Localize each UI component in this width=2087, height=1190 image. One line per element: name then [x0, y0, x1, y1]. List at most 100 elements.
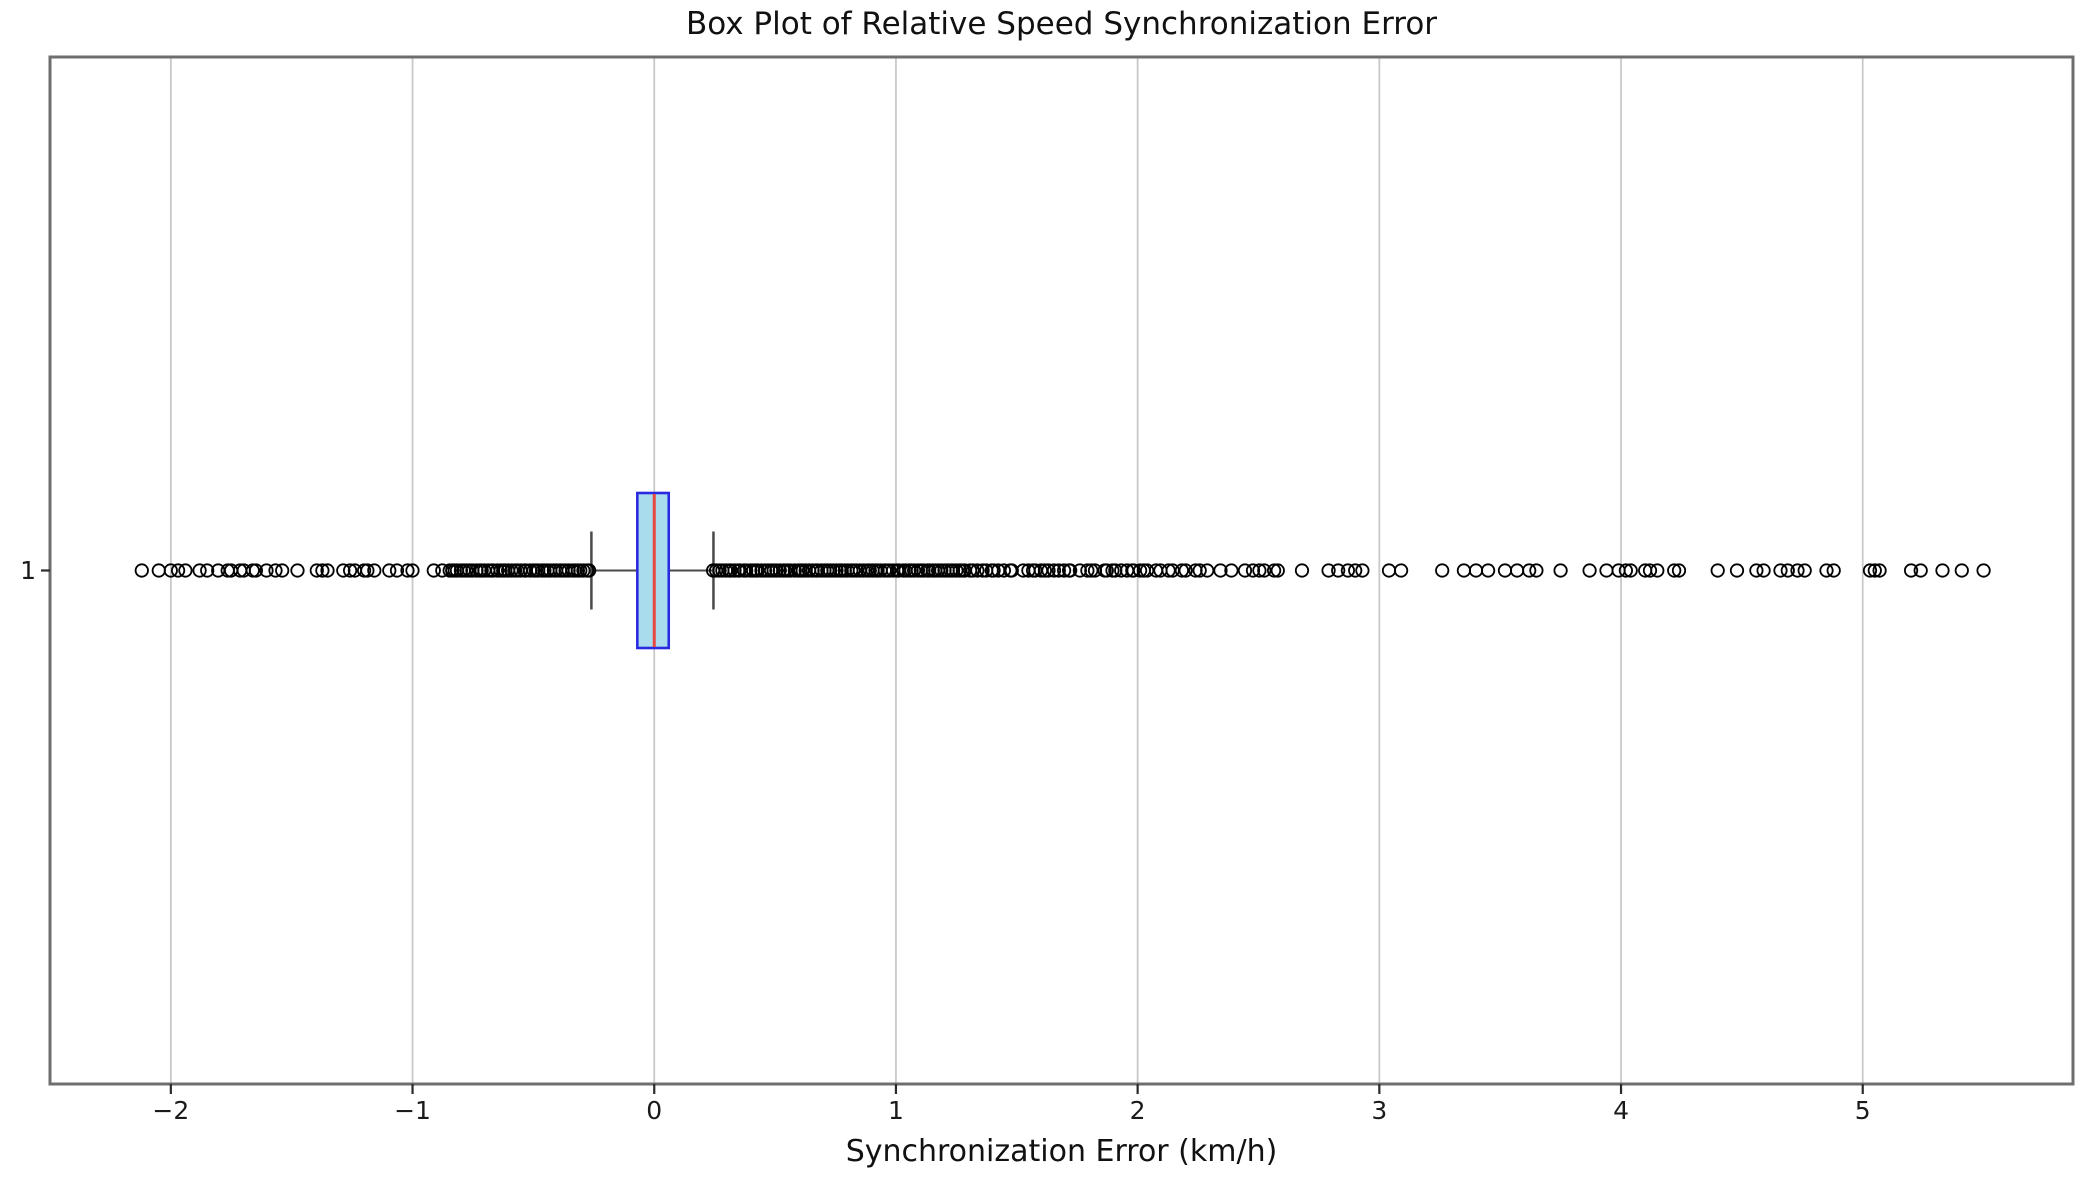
- outlier-point: [1267, 563, 1282, 578]
- outlier-point: [1046, 563, 1062, 578]
- outlier-point: [1819, 563, 1834, 578]
- outlier-point: [1867, 563, 1882, 578]
- outlier-point: [1522, 563, 1537, 578]
- y-tick-label: 1: [20, 556, 36, 585]
- outlier-point: [576, 563, 591, 578]
- outlier-point: [248, 563, 263, 578]
- outlier-point: [1252, 563, 1267, 578]
- outlier-point: [1468, 563, 1484, 578]
- outlier-point: [1348, 563, 1363, 578]
- outlier-point: [1435, 563, 1450, 578]
- x-tick-label: 0: [646, 1096, 663, 1125]
- outlier-point: [178, 563, 193, 578]
- outlier-point: [1080, 563, 1095, 578]
- outlier-point: [1456, 563, 1472, 578]
- outlier-point: [360, 563, 375, 578]
- outlier-point: [1037, 563, 1053, 578]
- x-tick-label: 3: [1371, 1096, 1388, 1125]
- outlier-point: [1224, 563, 1239, 578]
- outlier-point: [1331, 563, 1346, 578]
- x-tick-label: 2: [1129, 1096, 1146, 1125]
- outlier-point: [1790, 563, 1805, 578]
- outlier-point: [1618, 563, 1634, 578]
- outlier-point: [1913, 563, 1928, 578]
- x-tick-label: −1: [394, 1096, 431, 1125]
- outlier-point: [1529, 563, 1544, 578]
- outlier-point: [1671, 563, 1687, 578]
- outlier-point: [1710, 563, 1725, 578]
- outlier-point: [1872, 563, 1887, 578]
- outlier-point: [1041, 563, 1056, 578]
- outlier-point: [1904, 563, 1919, 578]
- outlier-point: [1826, 563, 1841, 578]
- outlier-point: [1481, 563, 1496, 578]
- outlier-point: [400, 563, 415, 578]
- outlier-point: [200, 563, 215, 578]
- outlier-point: [1797, 563, 1812, 578]
- outlier-point: [1294, 563, 1310, 578]
- outlier-point: [342, 563, 358, 578]
- outlier-point: [1749, 563, 1764, 578]
- outlier-point: [1237, 563, 1253, 578]
- outlier-point: [1667, 563, 1682, 578]
- outlier-point: [581, 563, 597, 578]
- outlier-point: [1954, 563, 1969, 578]
- outlier-point: [290, 563, 305, 578]
- outlier-point: [1623, 563, 1638, 578]
- outlier-point: [1935, 563, 1950, 578]
- x-tick-label: 5: [1854, 1096, 1871, 1125]
- outlier-point: [1553, 563, 1568, 578]
- x-tick-label: −2: [152, 1096, 190, 1125]
- outlier-point: [405, 563, 420, 578]
- outlier-point: [309, 563, 324, 578]
- outlier-point: [389, 563, 405, 578]
- outlier-point: [1862, 563, 1878, 578]
- outlier-point: [1057, 563, 1072, 578]
- outlier-point: [151, 563, 166, 578]
- x-tick-label: 1: [887, 1096, 904, 1125]
- outlier-point: [1140, 563, 1155, 578]
- outlier-point: [1004, 563, 1019, 578]
- outlier-point: [1582, 563, 1597, 578]
- outlier-point: [134, 563, 149, 578]
- outlier-point: [163, 563, 178, 578]
- outlier-point: [965, 563, 980, 578]
- plot-title: Box Plot of Relative Speed Synchronizati…: [685, 6, 1438, 42]
- outlier-point: [1321, 563, 1336, 578]
- outlier-point: [1213, 563, 1228, 578]
- outlier-point: [1072, 563, 1088, 578]
- outlier-point: [1178, 563, 1193, 578]
- outlier-point: [192, 563, 207, 578]
- outlier-point: [320, 563, 335, 578]
- outlier-point: [750, 563, 765, 578]
- outlier-point: [426, 563, 441, 578]
- outlier-point: [739, 563, 754, 578]
- outlier-point: [367, 563, 382, 578]
- outlier-point: [259, 563, 274, 578]
- outlier-point: [1099, 563, 1114, 578]
- outlier-point: [1756, 563, 1771, 578]
- outlier-point: [970, 563, 985, 578]
- outlier-point: [1126, 563, 1141, 578]
- outlier-point: [787, 563, 802, 578]
- outlier-point: [1381, 563, 1397, 578]
- outlier-point: [1599, 563, 1614, 578]
- outlier-point: [1192, 563, 1207, 578]
- outlier-point: [1340, 563, 1356, 578]
- outlier-point: [1200, 563, 1215, 578]
- outlier-point: [1270, 563, 1285, 578]
- outlier-point: [1510, 563, 1525, 578]
- outlier-point: [1245, 563, 1261, 578]
- outlier-point: [1355, 563, 1370, 578]
- outlier-point: [1611, 563, 1626, 578]
- outlier-point: [986, 563, 1001, 578]
- x-axis-label: Synchronization Error (km/h): [845, 1134, 1278, 1169]
- outlier-point: [382, 563, 397, 578]
- outlier-point: [1133, 563, 1148, 578]
- outlier-point: [1773, 563, 1788, 578]
- outlier-point: [1729, 563, 1745, 578]
- outlier-point: [1051, 563, 1066, 578]
- outlier-point: [1650, 563, 1665, 578]
